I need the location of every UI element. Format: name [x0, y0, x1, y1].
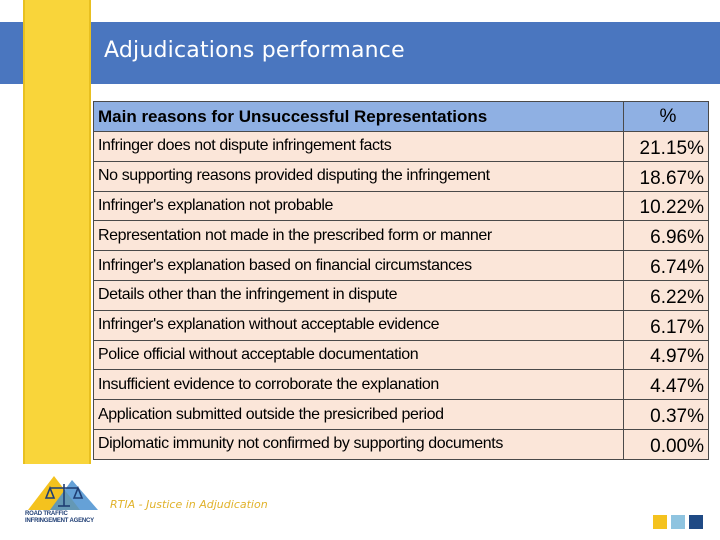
- percent-cell: 6.22%: [623, 279, 709, 311]
- reason-cell: Insufficient evidence to corroborate the…: [93, 369, 624, 401]
- logo-text: ROAD TRAFFIC INFRINGEMENT AGENCY: [25, 511, 94, 524]
- percent-cell: 0.37%: [623, 399, 709, 430]
- decor-square-light-blue: [671, 515, 685, 529]
- table-row: Insufficient evidence to corroborate the…: [93, 369, 709, 401]
- scales-of-justice-icon: [44, 484, 84, 507]
- reason-cell: Diplomatic immunity not confirmed by sup…: [93, 428, 624, 460]
- percent-cell: 21.15%: [623, 131, 709, 162]
- accent-bar: [23, 0, 91, 464]
- percent-column-header: %: [623, 101, 709, 132]
- percent-cell: 6.96%: [623, 220, 709, 252]
- percent-cell: 10.22%: [623, 190, 709, 222]
- reason-cell: Application submitted outside the presic…: [93, 399, 624, 430]
- table-row: Details other than the infringement in d…: [93, 279, 709, 311]
- reason-cell: Infringer does not dispute infringement …: [93, 131, 624, 162]
- table-row: Representation not made in the prescribe…: [93, 220, 709, 252]
- reason-cell: Infringer's explanation not probable: [93, 190, 624, 222]
- logo-triangle-blue: [50, 480, 98, 510]
- decor-square-dark-blue: [689, 515, 703, 529]
- reason-cell: Police official without acceptable docum…: [93, 339, 624, 371]
- percent-cell: 0.00%: [623, 428, 709, 460]
- percent-cell: 6.17%: [623, 309, 709, 341]
- percent-cell: 4.47%: [623, 369, 709, 401]
- reason-column-header: Main reasons for Unsuccessful Representa…: [93, 101, 624, 132]
- table-row: Infringer's explanation without acceptab…: [93, 309, 709, 341]
- table-row: Infringer's explanation based on financi…: [93, 250, 709, 281]
- title-band: [0, 22, 720, 84]
- reason-cell: Representation not made in the prescribe…: [93, 220, 624, 252]
- table-row: Diplomatic immunity not confirmed by sup…: [93, 428, 709, 460]
- percent-cell: 6.74%: [623, 250, 709, 281]
- table-row: Infringer does not dispute infringement …: [93, 131, 709, 162]
- slide-title: Adjudications performance: [104, 38, 405, 63]
- table-row: Police official without acceptable docum…: [93, 339, 709, 371]
- decor-square-yellow: [653, 515, 667, 529]
- reason-cell: Infringer's explanation based on financi…: [93, 250, 624, 281]
- percent-cell: 18.67%: [623, 160, 709, 192]
- reason-cell: No supporting reasons provided disputing…: [93, 160, 624, 192]
- table-header-row: Main reasons for Unsuccessful Representa…: [93, 101, 709, 132]
- table-row: Infringer's explanation not probable 10.2…: [93, 190, 709, 222]
- footer-text: RTIA - Justice in Adjudication: [110, 498, 268, 511]
- percent-cell: 4.97%: [623, 339, 709, 371]
- table-row: No supporting reasons provided disputing…: [93, 160, 709, 192]
- reasons-table: Main reasons for Unsuccessful Representa…: [93, 101, 709, 460]
- table-row: Application submitted outside the presic…: [93, 399, 709, 430]
- rtia-logo: [28, 476, 98, 510]
- reason-cell: Details other than the infringement in d…: [93, 279, 624, 311]
- reason-cell: Infringer's explanation without acceptab…: [93, 309, 624, 341]
